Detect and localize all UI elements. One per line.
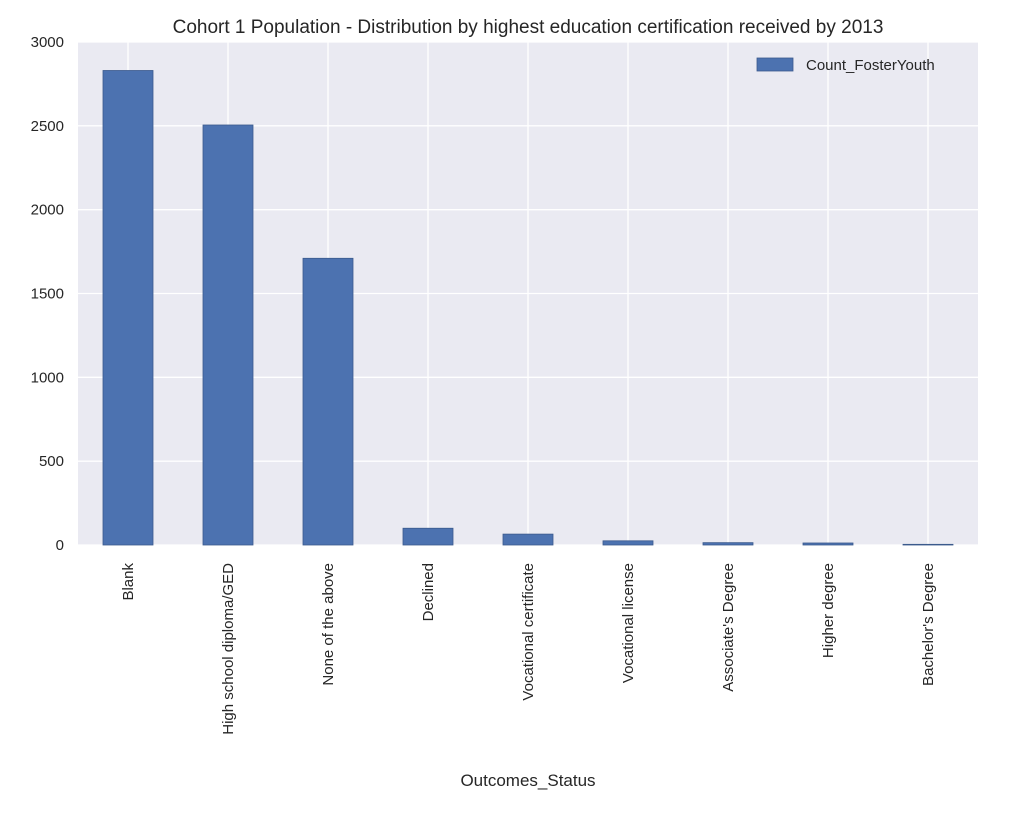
y-tick-label: 2500	[31, 118, 64, 135]
bar-6	[702, 542, 754, 546]
y-axis-ticks: 0 500 1000 1500 2000 2500 3000	[31, 34, 64, 554]
x-tick-label: Declined	[420, 563, 437, 621]
bar-1	[202, 124, 254, 546]
x-tick-label: Higher degree	[820, 563, 837, 658]
bar-3	[402, 527, 454, 546]
bar-4	[502, 533, 554, 546]
y-tick-label: 500	[39, 453, 64, 470]
x-tick-label: None of the above	[320, 563, 337, 686]
bars	[102, 70, 954, 546]
legend-swatch	[756, 57, 794, 72]
legend-label: Count_FosterYouth	[806, 57, 935, 74]
y-tick-label: 3000	[31, 34, 64, 51]
x-axis-ticks: Blank High school diploma/GED None of the …	[120, 563, 937, 735]
x-tick-label: Blank	[120, 563, 137, 601]
bar-5	[602, 540, 654, 546]
x-tick-label: High school diploma/GED	[220, 563, 237, 735]
y-tick-label: 2000	[31, 202, 64, 219]
x-tick-label: Vocational certificate	[520, 563, 537, 701]
bar-2	[302, 257, 354, 546]
x-tick-label: Bachelor's Degree	[920, 563, 937, 686]
x-axis-label: Outcomes_Status	[460, 771, 595, 790]
bar-0	[102, 70, 154, 546]
chart-title: Cohort 1 Population - Distribution by hi…	[173, 17, 884, 38]
bar-7	[802, 542, 854, 546]
legend: Count_FosterYouth	[756, 57, 935, 74]
y-tick-label: 1000	[31, 369, 64, 386]
bar-8	[902, 543, 954, 546]
y-tick-label: 0	[56, 537, 64, 554]
x-tick-label: Vocational license	[620, 563, 637, 683]
y-tick-label: 1500	[31, 286, 64, 303]
x-tick-label: Associate's Degree	[720, 563, 737, 692]
